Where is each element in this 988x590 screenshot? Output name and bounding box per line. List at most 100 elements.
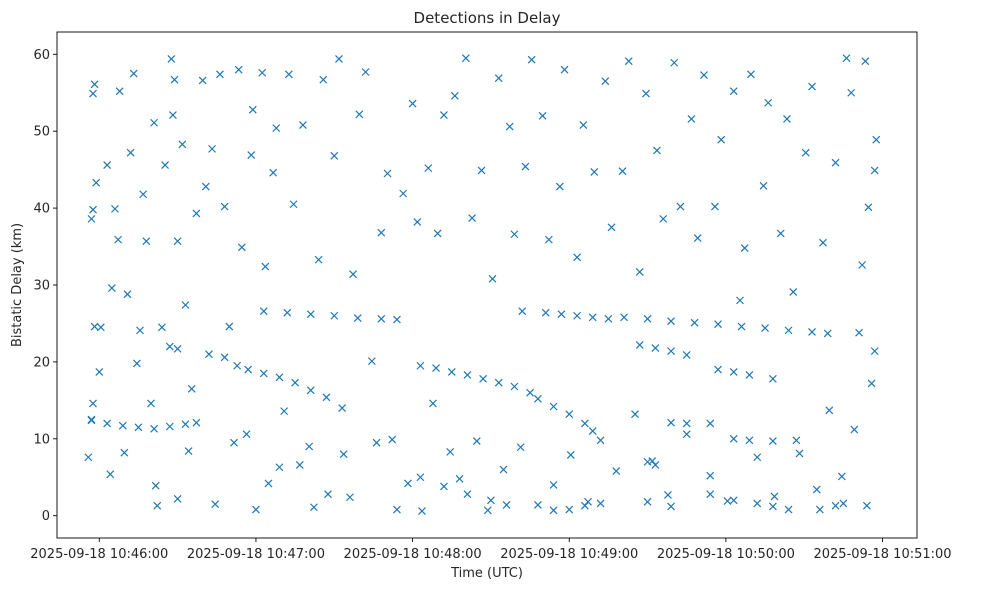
detection-marker	[283, 308, 292, 317]
detection-marker	[349, 270, 357, 279]
detection-marker	[676, 202, 685, 211]
detection-marker	[635, 268, 644, 276]
detection-marker	[264, 479, 273, 488]
detection-marker	[247, 151, 256, 159]
detection-marker	[468, 214, 477, 223]
detection-marker	[768, 374, 777, 383]
detection-marker	[745, 436, 754, 445]
detection-marker	[305, 442, 314, 451]
detection-marker	[573, 253, 581, 262]
detection-marker	[783, 114, 791, 123]
detection-marker	[388, 435, 397, 444]
detection-marker	[95, 367, 104, 376]
detection-marker	[225, 322, 234, 331]
detection-marker	[103, 419, 112, 428]
detection-marker	[181, 301, 190, 309]
detection-marker	[372, 438, 381, 447]
detection-marker	[483, 506, 492, 515]
detection-marker	[565, 410, 574, 419]
detection-marker	[377, 228, 386, 237]
detection-marker	[158, 323, 166, 332]
detection-marker	[667, 502, 675, 511]
detection-marker	[862, 501, 871, 510]
detection-marker	[518, 307, 527, 316]
detection-marker	[258, 68, 267, 77]
detection-marker	[588, 313, 597, 322]
detection-marker	[115, 87, 124, 96]
detection-marker	[624, 57, 633, 66]
detection-marker	[714, 320, 722, 329]
detection-marker	[377, 314, 386, 323]
detection-marker	[864, 203, 873, 212]
detection-marker	[505, 122, 514, 131]
detection-marker	[118, 421, 127, 430]
detection-marker	[831, 501, 840, 510]
detection-marker	[165, 342, 174, 351]
detection-marker	[275, 463, 284, 472]
detection-marker	[284, 70, 293, 79]
detection-marker	[92, 178, 101, 187]
detection-marker	[450, 91, 459, 100]
detection-marker	[319, 75, 328, 84]
detection-marker	[580, 419, 589, 428]
detection-markers	[84, 54, 881, 516]
detection-marker	[295, 461, 304, 469]
detection-marker	[353, 314, 362, 322]
detection-marker	[784, 326, 793, 335]
detection-marker	[107, 284, 116, 293]
detection-marker	[693, 234, 702, 243]
detection-marker	[643, 497, 652, 506]
detection-marker	[269, 168, 278, 177]
detection-marker	[335, 54, 343, 63]
detection-marker	[745, 371, 754, 379]
detection-marker	[106, 470, 115, 479]
detection-marker	[424, 164, 433, 173]
detection-marker	[96, 323, 105, 332]
detection-marker	[653, 146, 661, 155]
detection-marker	[618, 167, 627, 176]
x-axis-label: Time (UTC)	[450, 566, 523, 581]
x-tick-label: 2025-09-18 10:49:00	[500, 547, 638, 562]
x-axis-ticks: 2025-09-18 10:46:00 2025-09-18 10:47:00 20…	[30, 538, 952, 562]
detection-marker	[418, 507, 426, 516]
detection-marker	[706, 471, 715, 480]
detection-marker	[324, 490, 332, 499]
detection-marker	[870, 347, 879, 356]
detection-marker	[306, 310, 315, 319]
detection-marker	[416, 473, 425, 482]
detection-marker	[90, 322, 99, 331]
detection-marker	[737, 322, 746, 331]
detection-marker	[87, 416, 96, 425]
detection-marker	[607, 223, 616, 232]
detection-marker	[643, 457, 652, 466]
detection-marker	[248, 105, 257, 114]
detection-marker	[659, 214, 668, 223]
detection-marker	[472, 437, 481, 446]
detection-marker	[579, 121, 588, 129]
detection-marker	[272, 124, 281, 133]
detection-marker	[588, 427, 597, 436]
detection-marker	[764, 98, 773, 107]
chart-title: Detections in Delay	[414, 9, 561, 27]
y-tick-label: 50	[33, 125, 50, 140]
detection-marker	[477, 166, 486, 175]
detection-marker	[220, 353, 229, 362]
detection-marker	[439, 482, 448, 491]
detection-marker	[736, 296, 744, 305]
detection-marker	[544, 235, 553, 244]
detection-marker	[717, 135, 726, 144]
detection-marker	[596, 436, 605, 445]
detection-marker	[521, 162, 530, 171]
detection-marker	[205, 350, 213, 359]
detection-marker	[604, 314, 613, 323]
detection-marker	[753, 499, 762, 508]
detection-marker	[549, 402, 558, 411]
detection-marker	[729, 87, 738, 96]
detection-marker	[858, 261, 867, 269]
detection-marker	[309, 503, 318, 512]
detection-marker	[667, 347, 675, 356]
detection-marker	[549, 506, 558, 515]
y-tick-label: 30	[33, 279, 50, 294]
detection-marker	[565, 505, 574, 514]
detection-marker	[111, 204, 119, 213]
